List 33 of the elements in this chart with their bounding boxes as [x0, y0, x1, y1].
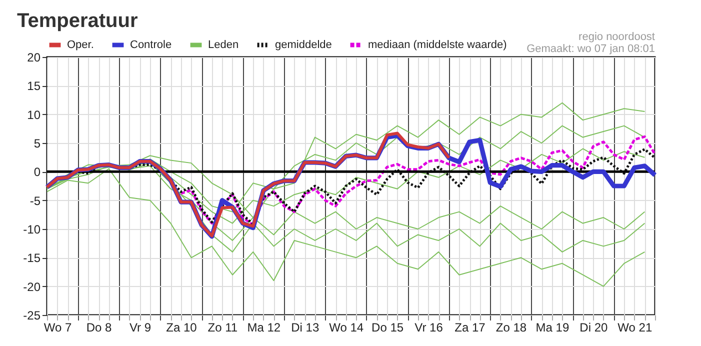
text: regio noordoost	[578, 31, 655, 43]
x-tick-label: Do 15	[372, 320, 404, 334]
x-tick-label: Wo 21	[618, 320, 652, 334]
y-tick-label: 0	[34, 165, 41, 180]
y-tick-label: 10	[27, 108, 41, 122]
y-tick-label: -10	[23, 222, 41, 236]
x-tick-label: Vr 16	[414, 320, 444, 334]
y-tick-label: -25	[23, 308, 41, 322]
x-tick-label: Di 13	[291, 320, 320, 334]
x-tick-label: Wo 14	[329, 320, 364, 334]
legend-label: Leden	[208, 39, 239, 51]
x-tick-label: Za 17	[454, 320, 486, 334]
x-tick-label: Zo 11	[208, 320, 238, 334]
x-tick-label: Zo 18	[496, 320, 527, 334]
x-tick-label: Ma 19	[536, 320, 570, 334]
y-tick-label: 15	[27, 79, 41, 94]
legend-label: mediaan (middelste waarde)	[368, 39, 507, 51]
y-tick-label: -20	[23, 280, 41, 294]
x-tick-label: Vr 9	[129, 320, 152, 334]
y-tick-label: -15	[23, 251, 41, 266]
x-tick-label: Wo 7	[44, 320, 72, 334]
x-tick-label: Ma 12	[247, 320, 281, 334]
legend-label: Oper.	[67, 39, 94, 51]
legend-label: Controle	[130, 39, 172, 51]
x-tick-label: Di 20	[580, 320, 608, 334]
y-tick-label: 5	[34, 136, 41, 150]
legend-label: gemiddelde	[275, 39, 332, 51]
y-tick-label: 20	[27, 50, 41, 64]
y-tick-label: -5	[30, 194, 41, 208]
x-tick-label: Za 10	[166, 320, 198, 334]
x-tick-label: Do 8	[86, 320, 112, 334]
text: Gemaakt: wo 07 jan 08:01	[526, 43, 655, 55]
chart-title: Temperatuur	[17, 10, 138, 32]
